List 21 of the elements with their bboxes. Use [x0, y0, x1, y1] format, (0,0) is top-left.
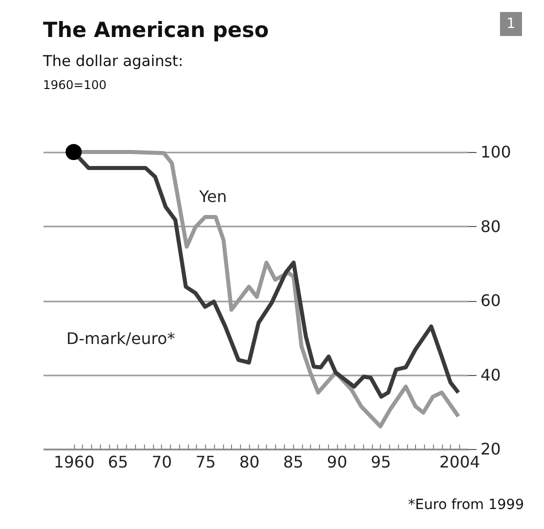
series-label: Yen [198, 186, 227, 206]
text: D-mark/euro* [66, 328, 176, 348]
text: 1 [500, 12, 522, 36]
x-tick-label: 85 [283, 452, 304, 472]
y-tick-label: 80 [480, 216, 501, 236]
x-tick-label: 90 [326, 452, 348, 472]
x-tick-label: 70 [152, 452, 172, 472]
y-axis-title: 1960=100 [43, 78, 106, 92]
y-tick-label: 40 [480, 365, 501, 384]
y-tick-label: 100 [480, 142, 512, 162]
y-tick-label: 20 [480, 440, 501, 458]
x-tick-label: 2004 [439, 452, 480, 472]
x-tick-label: 75 [195, 452, 216, 472]
x-tick-label: 95 [370, 452, 392, 472]
x-tick-label: 1960 [54, 452, 95, 472]
x-tick-label: 80 [239, 452, 260, 472]
text: *Euro from 1999 [408, 497, 524, 513]
chart-subtitle: The dollar against: [43, 52, 184, 70]
x-tick-label: 65 [108, 452, 128, 472]
y-tick-label: 60 [480, 291, 501, 310]
chart-title: The American peso [43, 18, 269, 42]
